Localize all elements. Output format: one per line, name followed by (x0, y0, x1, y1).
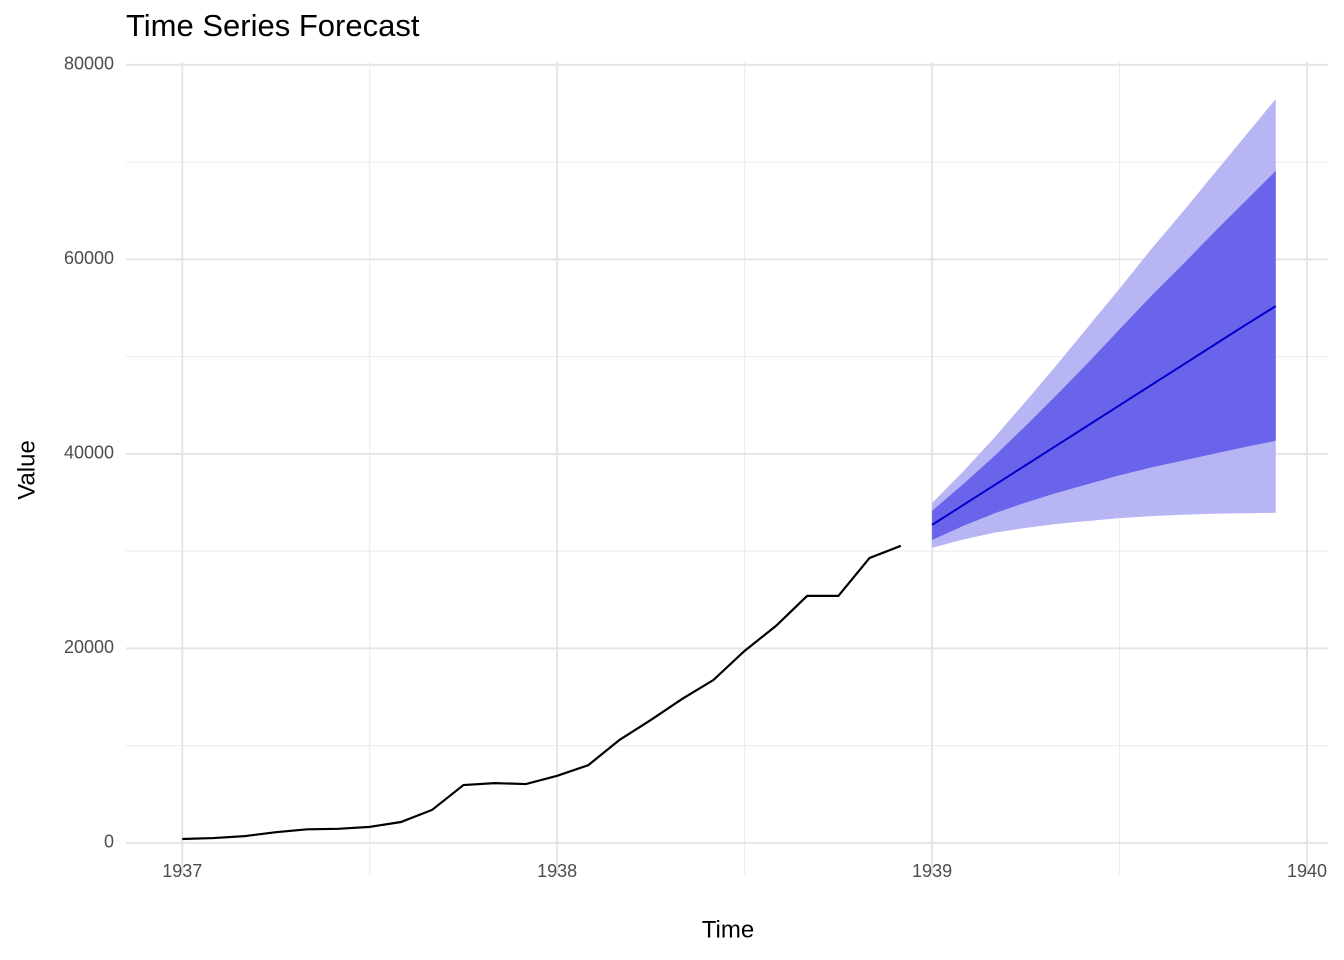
interval-band (932, 170, 1276, 540)
x-axis-title: Time (702, 916, 754, 943)
y-tick-label: 40000 (64, 443, 114, 463)
y-tick-label: 0 (104, 832, 114, 852)
x-tick-label: 1938 (537, 861, 577, 881)
chart-title: Time Series Forecast (126, 8, 420, 43)
x-tick-label: 1937 (162, 861, 202, 881)
x-tick-label: 1939 (912, 861, 952, 881)
y-tick-label: 20000 (64, 637, 114, 657)
forecast-line (931, 305, 1277, 526)
x-tick-label: 1940 (1287, 861, 1327, 881)
y-tick-label: 80000 (64, 54, 114, 74)
marks (182, 98, 1277, 841)
observed-line (182, 544, 902, 841)
y-tick-label: 60000 (64, 248, 114, 268)
y-axis-title: Value (13, 440, 40, 500)
